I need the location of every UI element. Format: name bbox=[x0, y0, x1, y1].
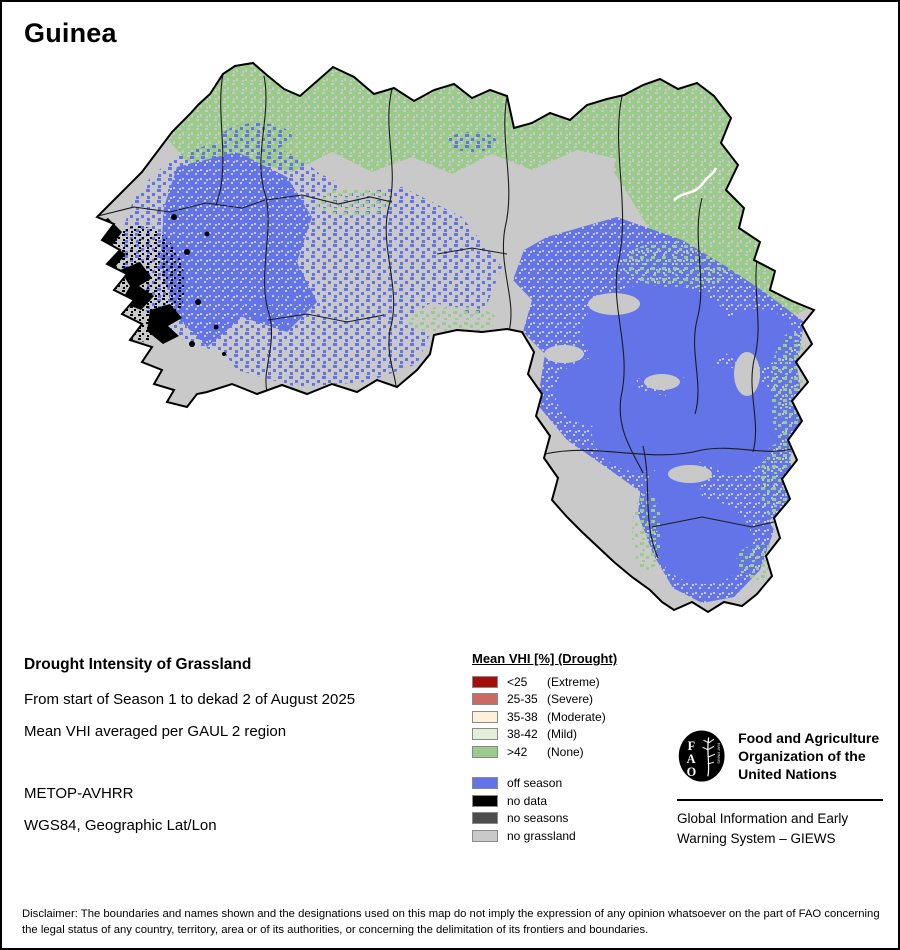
legend-value: 38-42 bbox=[507, 727, 538, 741]
legend-value: >42 bbox=[507, 744, 528, 759]
river-mark bbox=[673, 167, 718, 201]
info-sensor: METOP-AVHRR bbox=[24, 785, 134, 802]
admin-boundaries bbox=[97, 73, 792, 559]
legend-row-no-grassland: no grassland bbox=[472, 828, 617, 843]
legend-swatch-extreme bbox=[472, 675, 498, 688]
wheat-ear-icon bbox=[707, 737, 710, 777]
legend-row-moderate: 35-38 (Moderate) bbox=[472, 709, 617, 724]
legend-spacer bbox=[472, 763, 617, 777]
disclaimer-text: Disclaimer: The boundaries and names sho… bbox=[22, 908, 880, 937]
legend-label: no data bbox=[507, 793, 548, 808]
legend-value: 25-35 bbox=[507, 692, 538, 706]
legend-swatch-none bbox=[472, 745, 498, 758]
legend-swatch-severe bbox=[472, 693, 498, 705]
fao-separator bbox=[677, 799, 883, 801]
fao-logo: F A O FIAT PANIS bbox=[678, 730, 725, 782]
giews-label: Global Information and Early Warning Sys… bbox=[677, 811, 849, 847]
legend-row-none: >42 (None) bbox=[472, 744, 617, 759]
no-grassland-veins bbox=[544, 293, 760, 483]
legend-row-no-seasons: no seasons bbox=[472, 811, 617, 825]
legend-row-extreme: <25 (Extreme) bbox=[472, 674, 617, 689]
legend-label: (Severe) bbox=[547, 692, 594, 706]
country-outline bbox=[95, 61, 816, 614]
legend-swatch-no-seasons bbox=[472, 812, 498, 824]
info-period: From start of Season 1 to dekad 2 of Aug… bbox=[24, 691, 356, 708]
legend-value: 35-38 bbox=[507, 709, 538, 724]
legend-label: (None) bbox=[547, 744, 584, 759]
fao-motto: FIAT PANIS bbox=[717, 743, 722, 764]
info-spacer bbox=[24, 755, 355, 785]
legend-label: (Extreme) bbox=[547, 674, 600, 689]
fao-logo-letter: A bbox=[687, 752, 696, 766]
fao-logo-letter: F bbox=[688, 739, 696, 753]
legend-swatch-no-data bbox=[472, 794, 498, 807]
legend-swatch-off-season bbox=[472, 777, 498, 789]
legend-label: no grassland bbox=[507, 828, 576, 843]
fao-org-name: Food and Agriculture Organization of the… bbox=[738, 730, 880, 782]
legend-swatch-no-grassland bbox=[472, 829, 498, 842]
legend-label: (Moderate) bbox=[547, 709, 606, 724]
legend-value: <25 bbox=[507, 674, 528, 689]
fao-logo-letter: O bbox=[687, 765, 697, 779]
map-legend: Mean VHI [%] (Drought) <25 (Extreme) 25-… bbox=[472, 651, 617, 847]
legend-label: off season bbox=[507, 776, 563, 790]
wheat-ear-icon bbox=[702, 738, 716, 765]
legend-label: (Mild) bbox=[547, 727, 577, 741]
page-title: Guinea bbox=[24, 18, 117, 48]
legend-swatch-moderate bbox=[472, 710, 498, 723]
legend-row-severe: 25-35 (Severe) bbox=[472, 692, 617, 706]
legend-row-mild: 38-42 (Mild) bbox=[472, 727, 617, 741]
legend-title: Mean VHI [%] (Drought) bbox=[472, 651, 618, 666]
map-info-block: Drought Intensity of Grassland From star… bbox=[24, 656, 355, 849]
info-projection: WGS84, Geographic Lat/Lon bbox=[24, 817, 217, 834]
info-method: Mean VHI averaged per GAUL 2 region bbox=[24, 723, 287, 740]
legend-swatch-mild bbox=[472, 728, 498, 740]
legend-label: no seasons bbox=[507, 811, 569, 825]
fao-block: F A O FIAT PANIS Food and Agriculture Or… bbox=[677, 725, 886, 850]
legend-row-no-data: no data bbox=[472, 793, 617, 808]
info-heading: Drought Intensity of Grassland bbox=[24, 656, 252, 673]
legend-row-off-season: off season bbox=[472, 776, 617, 790]
